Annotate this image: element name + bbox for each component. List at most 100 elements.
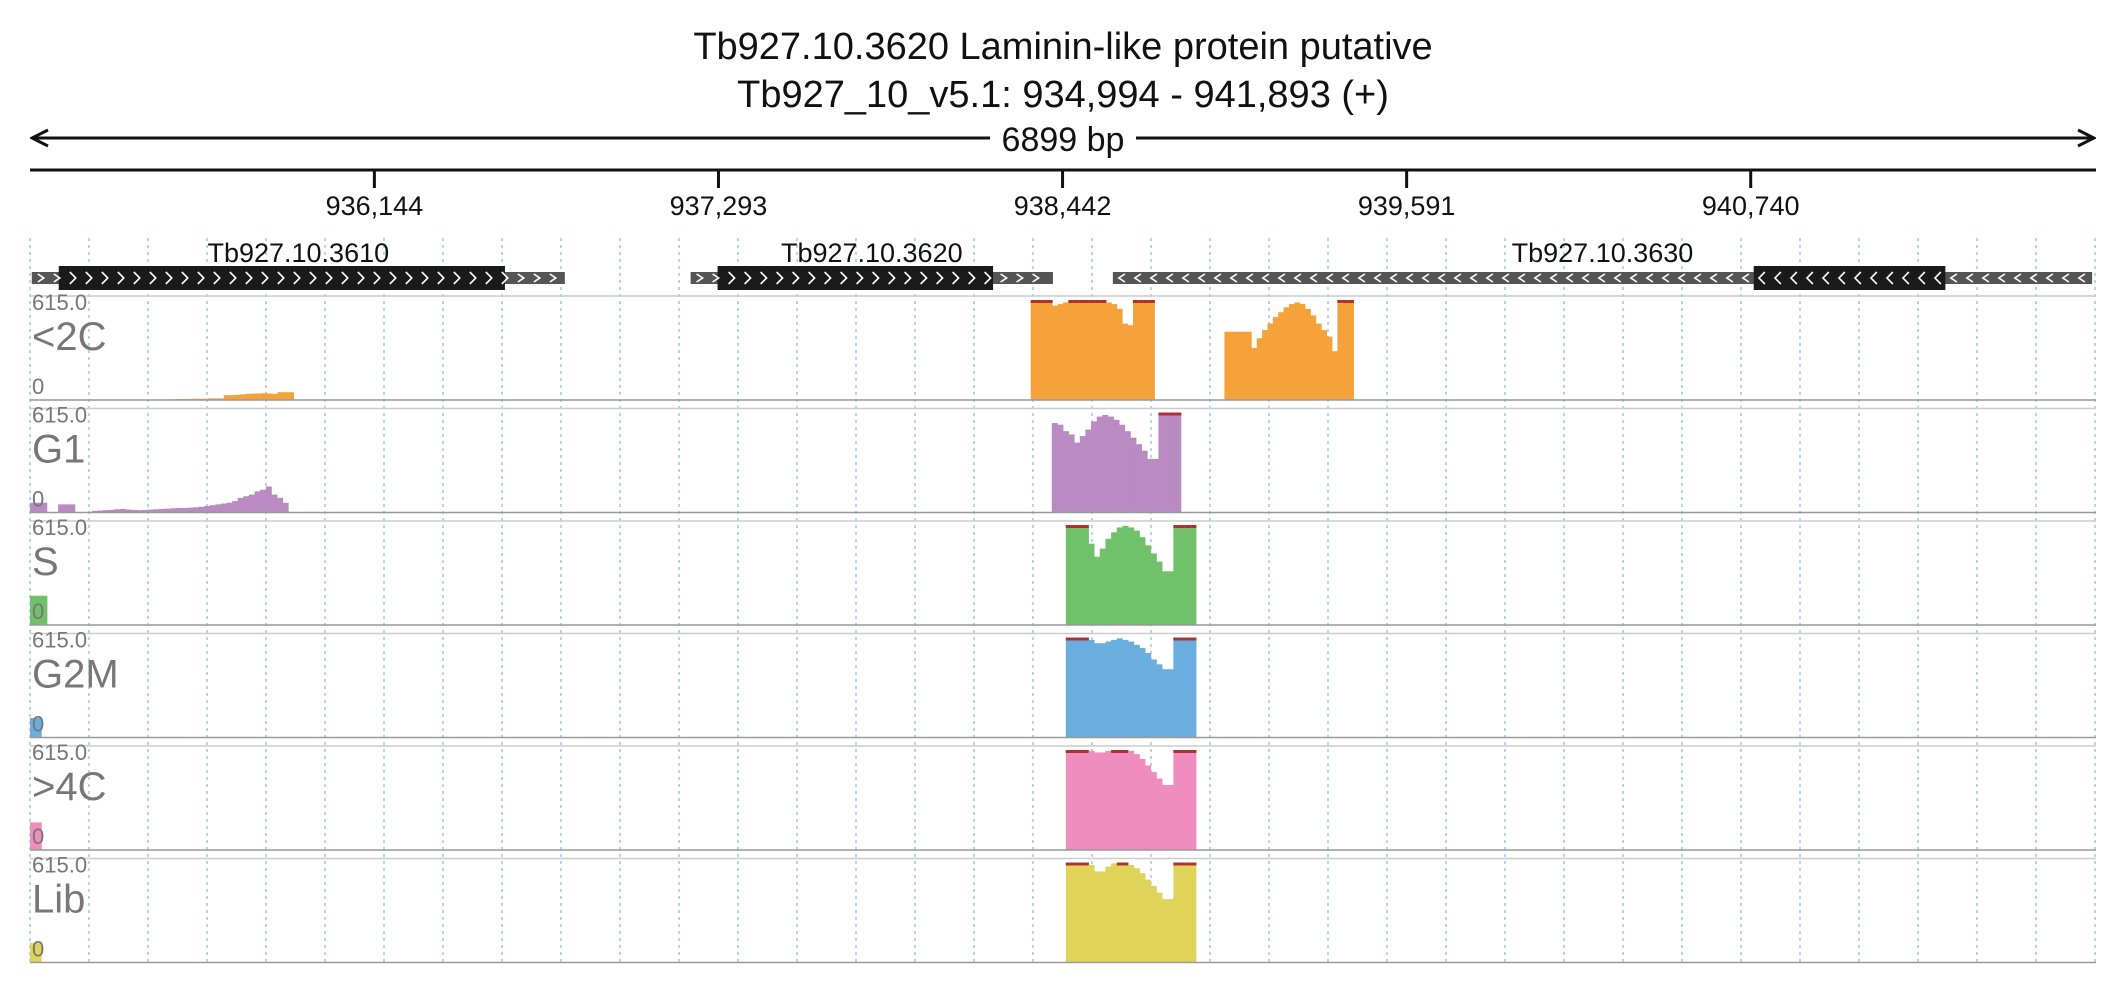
coverage-bar bbox=[1128, 527, 1135, 625]
clipped-marker bbox=[1077, 750, 1084, 753]
strand-arrow bbox=[85, 271, 93, 285]
coverage-bar bbox=[245, 393, 251, 400]
clipped-marker bbox=[1122, 750, 1129, 753]
gene-cds-bar bbox=[1753, 266, 1946, 290]
clipped-marker bbox=[1173, 750, 1180, 753]
strand-arrow bbox=[165, 271, 173, 285]
coverage-bar bbox=[1190, 862, 1197, 963]
coverage-bar bbox=[1337, 300, 1344, 400]
strand-arrow bbox=[1197, 273, 1206, 283]
strand-arrow bbox=[309, 271, 317, 285]
strand-arrow bbox=[1597, 273, 1606, 283]
coverage-bar bbox=[1162, 899, 1169, 963]
coverage-bar bbox=[97, 510, 104, 513]
coverage-bar bbox=[1256, 338, 1263, 400]
strand-arrow bbox=[1485, 273, 1494, 283]
track-ymax-label: 615.0 bbox=[32, 628, 87, 653]
strand-arrow bbox=[1000, 273, 1009, 283]
track-ymin-label: 0 bbox=[32, 712, 44, 737]
coverage-bar bbox=[1283, 307, 1290, 400]
coverage-bar bbox=[1145, 545, 1152, 625]
strand-arrow bbox=[872, 271, 880, 285]
coverage-bar bbox=[277, 497, 284, 513]
coverage-tracks: 615.00<2C615.00G1615.00S615.00G2M615.00>… bbox=[30, 290, 2096, 964]
coverage-bar bbox=[1116, 638, 1123, 738]
strand-arrow bbox=[1933, 271, 1942, 285]
coverage-bar bbox=[1141, 450, 1148, 513]
clipped-marker bbox=[1122, 862, 1129, 866]
coverage-bar bbox=[1082, 637, 1089, 738]
strand-arrow bbox=[1949, 273, 1958, 283]
coverage-bar bbox=[1077, 525, 1084, 625]
strand-arrow bbox=[1149, 273, 1158, 283]
coverage-bar bbox=[1079, 436, 1086, 513]
coverage-bar bbox=[209, 505, 216, 513]
strand-arrow bbox=[453, 271, 461, 285]
gene-model: Tb927.10.3610 bbox=[31, 238, 565, 290]
clipped-marker bbox=[1184, 750, 1191, 753]
coverage-bar bbox=[248, 494, 255, 513]
coverage-bar bbox=[1089, 300, 1096, 400]
strand-arrow bbox=[533, 273, 542, 283]
coverage-bar bbox=[1139, 537, 1146, 625]
strand-arrow bbox=[1725, 273, 1734, 283]
coverage-bar bbox=[108, 509, 115, 513]
coverage-bar bbox=[1145, 765, 1152, 850]
coverage-track: 615.0 0 S bbox=[30, 515, 2096, 626]
coverage-bar bbox=[1122, 750, 1129, 850]
strand-arrow bbox=[37, 273, 46, 283]
coverage-bar bbox=[1099, 752, 1106, 850]
strand-arrow bbox=[357, 271, 365, 285]
gene-model: Tb927.10.3620 bbox=[690, 238, 1053, 290]
coverage-bar bbox=[35, 717, 42, 738]
coverage-bar bbox=[1094, 643, 1101, 738]
strand-arrow bbox=[405, 271, 413, 285]
coverage-bar bbox=[282, 502, 289, 513]
coverage-bar bbox=[1030, 300, 1037, 400]
gene-cds-bar bbox=[58, 266, 505, 290]
coverage-bar bbox=[1082, 750, 1089, 850]
coverage-bar bbox=[288, 392, 295, 400]
strand-arrow bbox=[149, 271, 157, 285]
coverage-bar bbox=[1173, 862, 1180, 963]
strand-arrow bbox=[1309, 273, 1318, 283]
strand-arrow bbox=[1853, 271, 1862, 285]
coverage-bar bbox=[30, 942, 37, 963]
coverage-bar bbox=[102, 510, 109, 513]
strand-arrow bbox=[936, 271, 944, 285]
coverage-bar bbox=[1251, 347, 1258, 400]
strand-arrow bbox=[1421, 273, 1430, 283]
coverage-bar bbox=[1162, 784, 1169, 850]
strand-arrow bbox=[181, 271, 189, 285]
ruler-tick-label: 937,293 bbox=[670, 191, 768, 221]
coverage-bar bbox=[1321, 330, 1328, 400]
coverage-bar bbox=[1100, 300, 1107, 400]
clipped-marker bbox=[1077, 525, 1084, 528]
track-name-label: >4C bbox=[32, 765, 107, 809]
track-ymin-label: 0 bbox=[32, 374, 44, 399]
coverage-bar bbox=[1190, 637, 1197, 738]
gene-label: Tb927.10.3620 bbox=[781, 238, 963, 268]
strand-arrow bbox=[1245, 273, 1254, 283]
coverage-bar bbox=[192, 507, 199, 513]
coverage-bar bbox=[1169, 412, 1176, 513]
clipped-marker bbox=[1036, 300, 1042, 303]
coverage-bar bbox=[1294, 302, 1301, 400]
coverage-bar bbox=[1167, 669, 1174, 738]
coverage-bar bbox=[1147, 458, 1154, 513]
strand-arrow bbox=[245, 271, 253, 285]
coverage-bar bbox=[1111, 750, 1118, 850]
coverage-bar bbox=[114, 509, 121, 513]
coverage-bar bbox=[1150, 553, 1157, 625]
coverage-bar bbox=[1128, 750, 1135, 850]
coverage-bar bbox=[1122, 862, 1129, 963]
coverage-bar bbox=[250, 393, 257, 400]
strand-arrow bbox=[1997, 273, 2006, 283]
clipped-marker bbox=[1138, 300, 1145, 303]
coverage-bar bbox=[1116, 527, 1123, 625]
strand-arrow bbox=[549, 273, 558, 283]
clipped-marker bbox=[1082, 862, 1089, 866]
coverage-bar bbox=[1057, 424, 1064, 513]
coverage-bar bbox=[125, 509, 132, 513]
coverage-bar bbox=[1105, 866, 1112, 963]
